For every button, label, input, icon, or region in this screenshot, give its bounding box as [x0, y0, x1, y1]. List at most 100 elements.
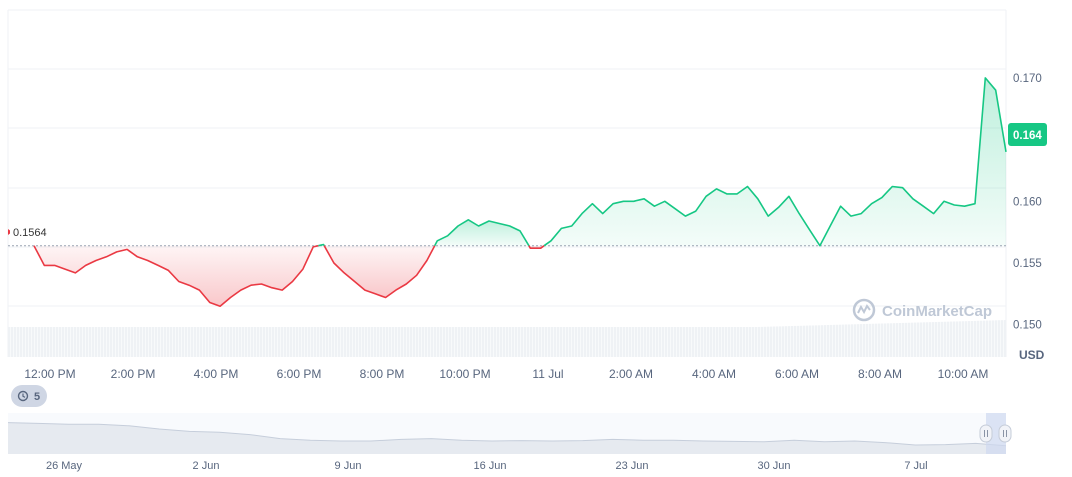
volume-bar: [125, 327, 128, 357]
volume-bar: [209, 327, 212, 357]
price-line: [33, 77, 1007, 307]
y-tick-label: 0.160: [1013, 196, 1042, 208]
volume-bar: [584, 327, 587, 357]
volume-bar: [542, 327, 545, 357]
volume-bar: [779, 326, 782, 357]
volume-bar: [461, 327, 464, 357]
volume-bar: [44, 327, 47, 357]
volume-bar: [134, 327, 137, 357]
volume-bar: [917, 322, 920, 357]
reference-label: 0.1564: [8, 223, 51, 240]
price-line-up: [433, 219, 530, 247]
volume-bar: [953, 321, 956, 357]
volume-bar: [587, 327, 590, 357]
volume-bar: [983, 320, 986, 357]
volume-bar: [71, 327, 74, 357]
left-handle-grip-icon: [984, 430, 988, 437]
volume-bar: [581, 327, 584, 357]
volume-bar: [971, 320, 974, 357]
volume-bar: [608, 327, 611, 357]
volume-bar: [476, 327, 479, 357]
volume-bar: [746, 327, 749, 357]
volume-bar: [167, 327, 170, 357]
volume-bar: [116, 327, 119, 357]
watermark-text: CoinMarketCap: [882, 303, 992, 320]
volume-bar: [413, 327, 416, 357]
volume-bar: [92, 327, 95, 357]
right-handle-bg[interactable]: [998, 424, 1012, 443]
volume-bar: [830, 324, 833, 357]
volume-bar: [530, 327, 533, 357]
volume-bar: [962, 321, 965, 357]
left-handle-bg[interactable]: [979, 424, 993, 443]
current-price-text: 0.164: [1013, 130, 1042, 142]
volume-bar: [380, 327, 383, 357]
navigator-line: [7, 422, 1007, 447]
area-above-reference: [544, 77, 1006, 246]
volume-bar: [731, 327, 734, 357]
volume-bar: [38, 327, 41, 357]
y-tick-label: 0.155: [1013, 258, 1042, 270]
volume-bar: [374, 327, 377, 357]
history-button[interactable]: 5: [11, 385, 47, 407]
volume-bar: [1001, 320, 1004, 357]
volume-bar: [320, 327, 323, 357]
volume-bar: [35, 327, 38, 357]
volume-bar: [203, 327, 206, 357]
navigator-left-handle[interactable]: [979, 424, 993, 443]
volume-bar: [32, 327, 35, 357]
volume-bar: [47, 327, 50, 357]
volume-bar: [368, 327, 371, 357]
volume-bar: [215, 327, 218, 357]
volume-bar: [260, 327, 263, 357]
volume-bar: [290, 327, 293, 357]
volume-bar: [629, 327, 632, 357]
grid-lines: [7, 9, 1007, 357]
volume-bar: [401, 327, 404, 357]
volume-bar: [347, 327, 350, 357]
volume-bar: [194, 327, 197, 357]
volume-bar: [488, 327, 491, 357]
volume-bar: [404, 327, 407, 357]
volume-bar: [761, 326, 764, 357]
volume-bar: [11, 327, 14, 357]
volume-bar: [314, 327, 317, 357]
volume-bar: [152, 327, 155, 357]
navigator-right-handle[interactable]: [998, 424, 1012, 443]
volume-bar: [827, 325, 830, 357]
volume-bar: [572, 327, 575, 357]
volume-bar: [545, 327, 548, 357]
volume-bar: [752, 327, 755, 357]
volume-bar: [341, 327, 344, 357]
range-navigator[interactable]: 26 May 2 Jun 9 Jun 16 Jun 23 Jun 30 Jun 7 Jul: [7, 413, 1012, 472]
volume-bar: [350, 327, 353, 357]
volume-bar: [182, 327, 185, 357]
volume-bar: [854, 324, 857, 357]
volume-bar: [644, 327, 647, 357]
volume-bar: [821, 325, 824, 357]
price-line-up: [318, 243, 325, 247]
volume-bar: [734, 327, 737, 357]
volume-bar: [254, 327, 257, 357]
volume-bar: [509, 327, 512, 357]
navigator-selection[interactable]: [986, 413, 1006, 454]
volume-bar: [872, 323, 875, 357]
volume-bar: [8, 327, 11, 357]
volume-bar: [506, 327, 509, 357]
volume-bar: [524, 327, 527, 357]
volume-bar: [119, 327, 122, 357]
volume-bar: [857, 324, 860, 357]
volume-bar: [110, 327, 113, 357]
history-button-bg[interactable]: [11, 385, 47, 407]
volume-bar: [815, 325, 818, 357]
volume-bar: [137, 327, 140, 357]
volume-bar: [770, 326, 773, 357]
volume-bar: [920, 322, 923, 357]
volume-bar: [929, 322, 932, 357]
volume-bar: [986, 320, 989, 357]
volume-bar: [866, 323, 869, 357]
volume-bar: [602, 327, 605, 357]
volume-bar: [938, 321, 941, 357]
volume-bar: [20, 327, 23, 357]
volume-bar: [308, 327, 311, 357]
